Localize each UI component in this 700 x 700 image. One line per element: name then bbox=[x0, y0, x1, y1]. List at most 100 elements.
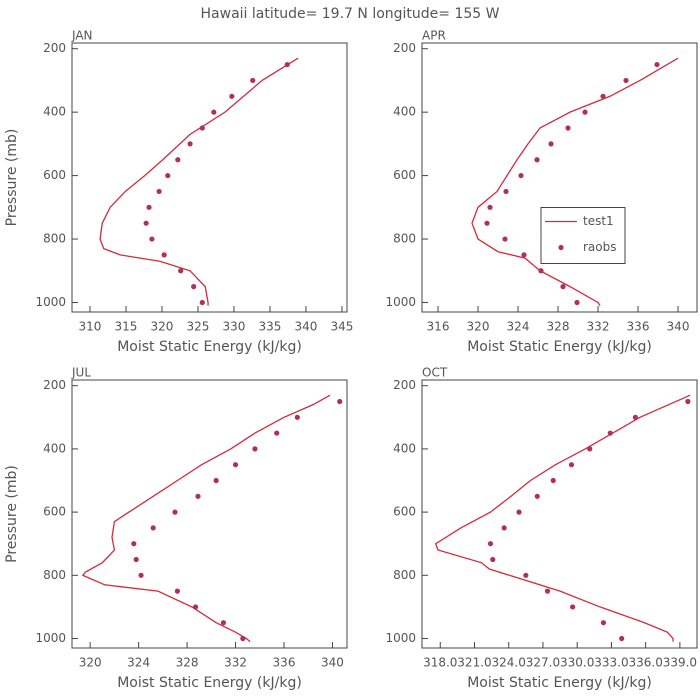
profile-line bbox=[471, 57, 679, 307]
panel-title: JAN bbox=[71, 29, 93, 43]
obs-point bbox=[187, 141, 193, 147]
obs-point bbox=[550, 477, 556, 484]
obs-point bbox=[501, 525, 507, 531]
panel-title: APR bbox=[422, 29, 446, 43]
obs-point bbox=[600, 93, 606, 99]
x-tick-label: 345 bbox=[331, 320, 354, 334]
obs-point bbox=[192, 604, 199, 610]
obs-point bbox=[607, 430, 613, 436]
x-axis-label: Moist Static Energy (kJ/kg) bbox=[117, 675, 302, 691]
x-tick-label: 324 bbox=[507, 320, 530, 334]
obs-point bbox=[232, 462, 239, 468]
y-tick-label: 800 bbox=[43, 568, 66, 582]
y-axis-label: Pressure (mb) bbox=[4, 465, 20, 563]
x-axis-label: Moist Static Energy (kJ/kg) bbox=[117, 339, 302, 355]
x-tick-label: 320 bbox=[467, 320, 490, 334]
x-tick-label: 318.0 bbox=[423, 656, 457, 670]
obs-point bbox=[544, 588, 551, 594]
figure-title: Hawaii latitude= 19.7 N longitude= 155 W bbox=[201, 6, 500, 22]
obs-point bbox=[570, 604, 576, 610]
x-tick-label: 340 bbox=[667, 320, 690, 334]
x-tick-label: 328 bbox=[547, 320, 570, 334]
x-tick-label: 336 bbox=[273, 656, 296, 670]
obs-point bbox=[191, 284, 197, 290]
obs-point bbox=[623, 77, 629, 84]
y-tick-label: 1000 bbox=[35, 295, 66, 309]
y-tick-label: 1000 bbox=[35, 631, 66, 645]
plot-frame bbox=[421, 379, 698, 649]
panel-title: JUL bbox=[71, 366, 91, 380]
x-tick-label: 310 bbox=[79, 320, 102, 334]
obs-point bbox=[582, 109, 588, 115]
legend-label: raobs bbox=[583, 240, 617, 254]
x-tick-label: 340 bbox=[295, 320, 318, 334]
obs-point bbox=[534, 493, 540, 499]
obs-point bbox=[487, 541, 494, 547]
obs-point bbox=[518, 172, 524, 179]
obs-point bbox=[172, 509, 178, 515]
x-tick-label: 335 bbox=[259, 320, 282, 334]
y-tick-label: 200 bbox=[393, 378, 416, 392]
obs-point bbox=[568, 462, 575, 468]
y-tick-label: 400 bbox=[43, 105, 66, 119]
plot-frame bbox=[71, 379, 348, 649]
y-tick-label: 1000 bbox=[385, 295, 416, 309]
obs-point bbox=[337, 398, 343, 405]
y-tick-label: 200 bbox=[43, 378, 66, 392]
y-tick-label: 1000 bbox=[385, 631, 416, 645]
obs-point bbox=[150, 525, 156, 531]
x-axis-label: Moist Static Energy (kJ/kg) bbox=[467, 339, 652, 355]
obs-point bbox=[229, 93, 235, 99]
y-tick-label: 400 bbox=[43, 441, 66, 455]
y-tick-label: 600 bbox=[393, 505, 416, 519]
y-tick-label: 600 bbox=[43, 168, 66, 182]
x-tick-label: 324 bbox=[127, 656, 150, 670]
legend-label: test1 bbox=[583, 214, 614, 228]
x-tick-label: 333.0 bbox=[594, 656, 628, 670]
obs-point bbox=[560, 284, 566, 290]
obs-point bbox=[175, 157, 181, 163]
obs-point bbox=[503, 188, 509, 195]
obs-point bbox=[274, 430, 280, 436]
obs-point bbox=[174, 588, 180, 594]
obs-point bbox=[156, 188, 162, 195]
y-tick-label: 400 bbox=[393, 105, 416, 119]
x-tick-label: 321.0 bbox=[457, 656, 491, 670]
obs-point bbox=[143, 220, 149, 226]
x-tick-label: 328 bbox=[176, 656, 199, 670]
obs-point bbox=[619, 635, 625, 642]
plot-frame bbox=[421, 42, 698, 313]
obs-point bbox=[131, 541, 137, 547]
y-tick-label: 600 bbox=[43, 505, 66, 519]
obs-point bbox=[523, 572, 529, 578]
obs-point bbox=[195, 493, 201, 499]
obs-point bbox=[199, 125, 205, 131]
x-tick-label: 330 bbox=[223, 320, 246, 334]
obs-point bbox=[490, 556, 496, 563]
obs-point bbox=[487, 204, 493, 210]
obs-point bbox=[516, 509, 522, 515]
x-tick-label: 339.0 bbox=[663, 656, 697, 670]
x-tick-label: 332 bbox=[587, 320, 610, 334]
x-tick-label: 320 bbox=[79, 656, 102, 670]
obs-point bbox=[548, 141, 554, 147]
panel-title: OCT bbox=[422, 366, 448, 380]
x-tick-label: 332 bbox=[224, 656, 247, 670]
obs-point bbox=[220, 620, 227, 626]
obs-point bbox=[565, 125, 571, 131]
x-tick-label: 336 bbox=[627, 320, 650, 334]
legend-swatch bbox=[558, 244, 564, 251]
obs-point bbox=[538, 268, 544, 274]
x-tick-label: 330.0 bbox=[560, 656, 594, 670]
y-tick-label: 200 bbox=[393, 41, 416, 55]
y-tick-label: 800 bbox=[43, 232, 66, 246]
y-axis-label: Pressure (mb) bbox=[4, 129, 20, 227]
obs-point bbox=[252, 446, 258, 452]
obs-point bbox=[294, 414, 300, 420]
obs-point bbox=[284, 61, 290, 68]
obs-point bbox=[484, 220, 490, 226]
obs-point bbox=[133, 556, 139, 563]
obs-point bbox=[199, 299, 205, 306]
